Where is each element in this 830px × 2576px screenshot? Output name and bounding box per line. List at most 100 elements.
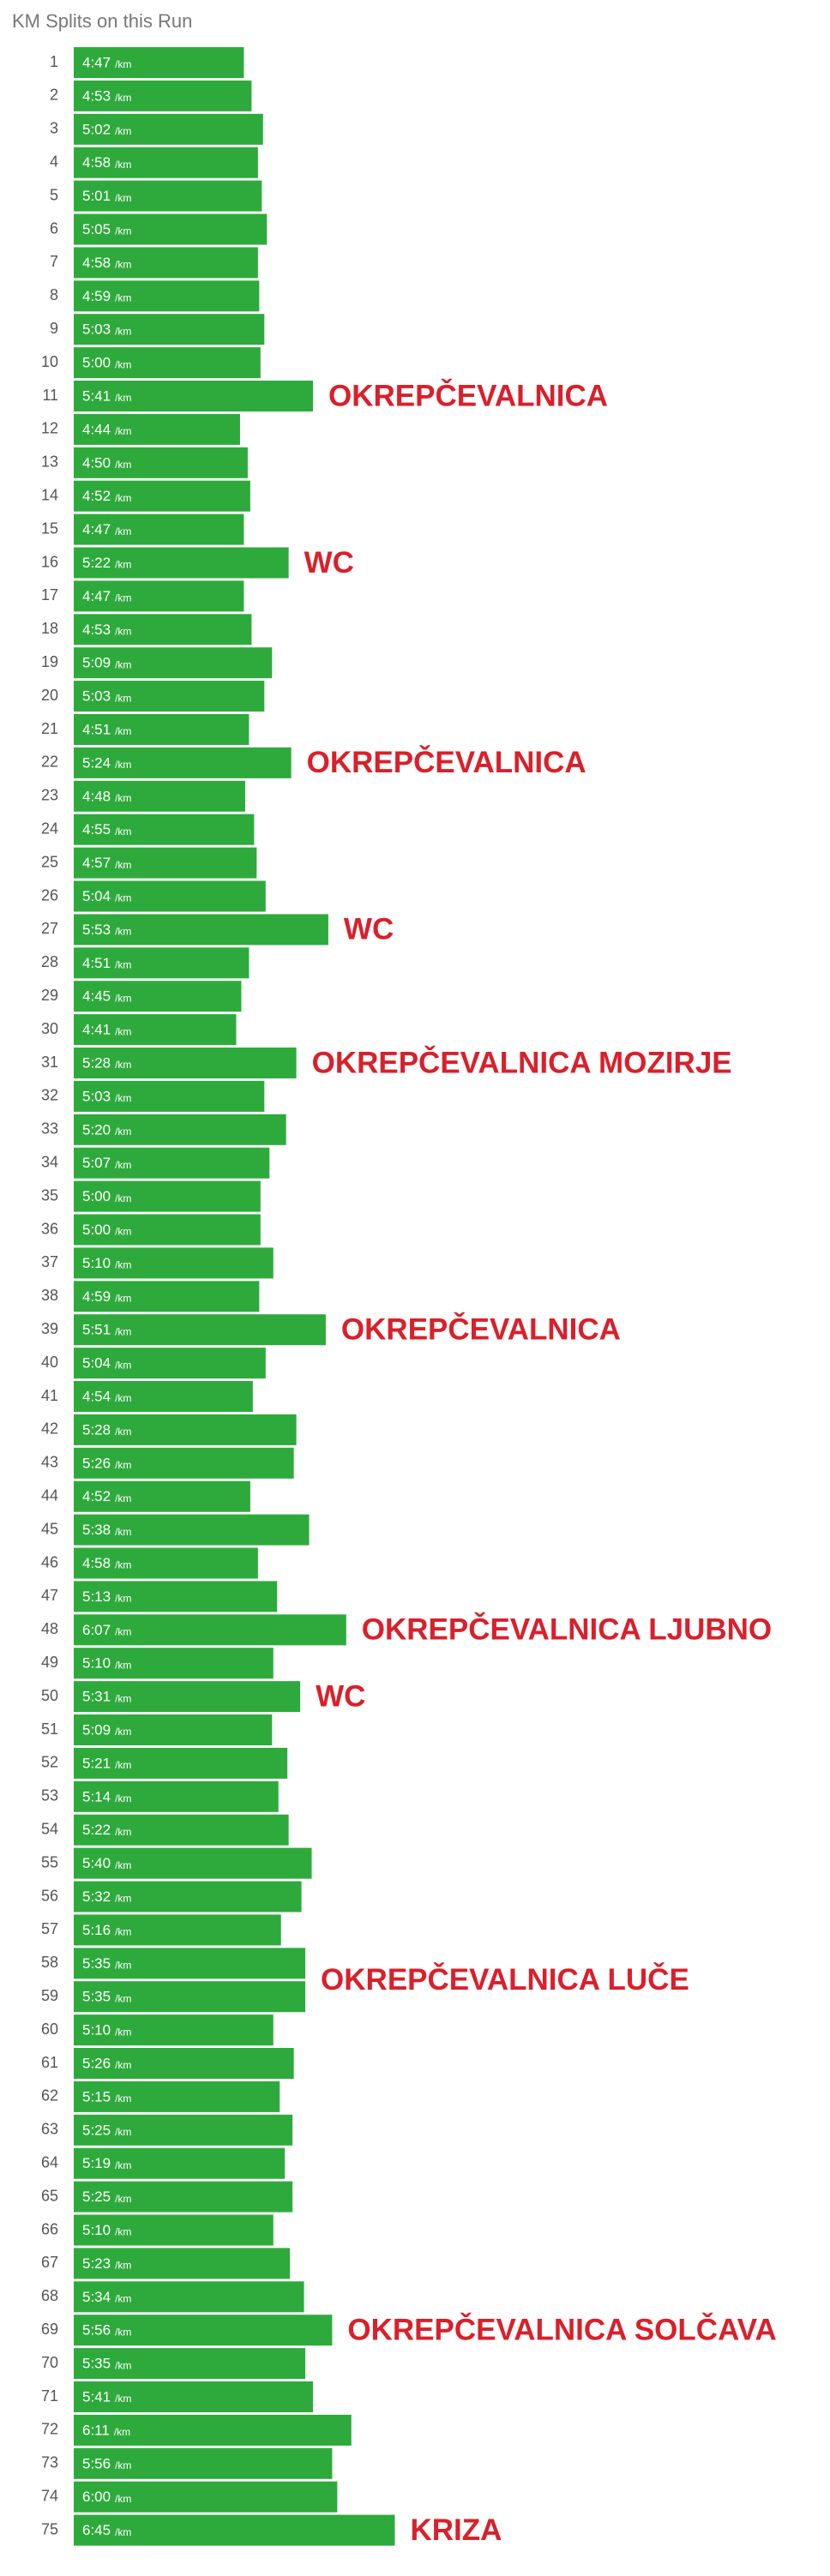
annotation: WC [344,913,394,946]
bar [74,1147,270,1179]
unit-label: /km [115,2393,131,2405]
unit-label: /km [115,2093,131,2105]
value-label: 4:47 [82,54,111,70]
unit-label: /km [115,1992,131,2004]
y-tick-label: 21 [41,720,58,737]
y-tick-label: 64 [41,2153,58,2171]
value-label: 4:58 [82,154,111,171]
unit-label: /km [115,192,131,204]
bar [74,1780,279,1812]
value-label: 5:32 [82,1888,111,1905]
unit-label: /km [115,1893,131,1905]
bar [74,413,240,445]
unit-label: /km [115,1025,131,1037]
unit-label: /km [115,1259,131,1271]
bar [74,681,265,712]
value-label: 5:28 [82,1054,111,1071]
unit-label: /km [115,1059,131,1071]
annotation: WC [304,546,354,579]
unit-label: /km [115,859,131,871]
y-tick-label: 31 [41,1054,58,1071]
value-label: 4:47 [82,588,111,604]
value-label: 5:35 [82,1955,111,1972]
bar [74,1447,294,1479]
y-tick-label: 68 [41,2287,58,2304]
value-label: 5:07 [82,1155,111,1171]
value-label: 5:53 [82,922,111,938]
unit-label: /km [115,2359,131,2371]
y-tick-label: 8 [50,286,58,303]
bar [74,1547,258,1579]
unit-label: /km [115,1325,131,1337]
y-tick-label: 34 [41,1153,58,1170]
y-tick-label: 40 [41,1354,58,1371]
value-label: 5:19 [82,2155,111,2171]
bar [74,2015,274,2046]
unit-label: /km [115,58,131,70]
value-label: 5:35 [82,2356,111,2372]
bar [74,2281,304,2313]
y-tick-label: 20 [41,687,58,704]
value-label: 4:51 [82,721,111,737]
unit-label: /km [115,1692,131,1704]
y-tick-label: 74 [41,2487,58,2504]
y-tick-label: 60 [41,2021,58,2038]
value-label: 5:22 [82,555,111,571]
unit-label: /km [115,392,131,404]
unit-label: /km [115,592,131,604]
y-tick-label: 33 [41,1120,58,1138]
value-label: 5:14 [82,1788,111,1804]
value-label: 5:03 [82,688,111,705]
bar [74,2447,333,2479]
unit-label: /km [115,159,131,171]
bar [74,1014,237,1046]
bar [74,480,250,512]
bar [74,2514,395,2546]
bar [74,547,289,579]
value-label: 5:00 [82,1222,111,1238]
y-tick-label: 45 [41,1520,58,1537]
y-tick-label: 71 [41,2387,58,2405]
value-label: 6:45 [82,2522,111,2538]
bar [74,647,273,679]
y-tick-label: 16 [41,553,58,570]
annotation: OKREPČEVALNICA [307,745,586,779]
unit-label: /km [114,2426,130,2438]
bar [74,2315,333,2346]
bar [74,2414,352,2446]
unit-label: /km [115,792,131,804]
unit-label: /km [115,425,131,437]
bar [74,1847,312,1879]
bar [74,847,257,879]
bar [74,747,292,778]
value-label: 4:45 [82,988,111,1005]
unit-label: /km [115,1426,131,1438]
y-tick-label: 32 [41,1087,58,1104]
value-label: 6:07 [82,1622,111,1638]
unit-label: /km [115,1459,131,1471]
y-tick-label: 14 [41,486,58,503]
bar [74,447,248,478]
y-tick-label: 52 [41,1754,58,1771]
bar [74,1681,301,1713]
value-label: 4:47 [82,521,111,537]
unit-label: /km [115,692,131,704]
y-tick-label: 22 [41,754,58,771]
unit-label: /km [115,1726,131,1738]
bar [74,2114,293,2146]
bar [74,814,255,845]
value-label: 5:02 [82,121,111,137]
bar [74,1314,326,1346]
bar [74,2348,306,2380]
value-label: 5:04 [82,888,111,904]
annotation: OKREPČEVALNICA [341,1312,621,1346]
y-tick-label: 53 [41,1787,58,1804]
unit-label: /km [115,1559,131,1571]
bar [74,1881,302,1912]
value-label: 5:26 [82,1455,111,1471]
y-tick-label: 9 [50,320,58,337]
bar [74,2381,314,2412]
bar [74,1914,281,1946]
value-label: 5:03 [82,1088,111,1104]
